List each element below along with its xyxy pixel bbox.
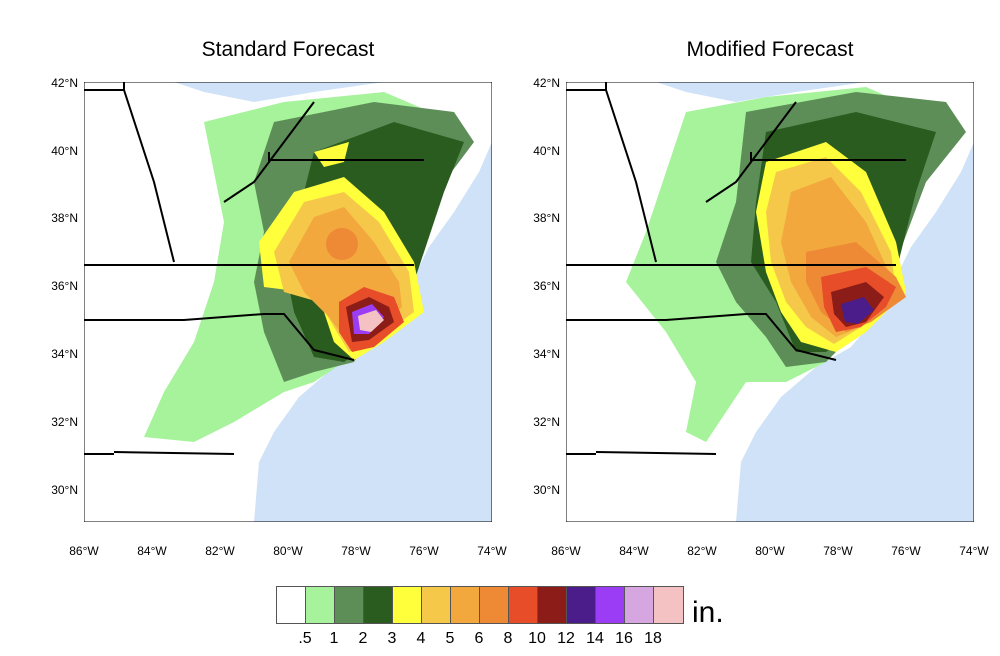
colorbar-label: 4 [416,630,426,647]
lat-label: 42°N [533,76,560,90]
modified-forecast-map [566,82,974,522]
lat-label: 36°N [533,279,560,293]
colorbar-label: 14 [586,630,604,647]
lon-label: 82°W [205,544,235,558]
colorbar-label: 5 [445,630,455,647]
lat-label: 34°N [51,347,78,361]
lon-label: 78°W [341,544,371,558]
colorbar-label: 3 [387,630,397,647]
colorbar-swatch [277,587,306,623]
lat-label: 40°N [533,144,560,158]
colorbar-swatch [306,587,335,623]
colorbar-label: 1 [329,630,339,647]
lon-label: 78°W [823,544,853,558]
lat-label: 32°N [533,415,560,429]
lon-label: 74°W [477,544,507,558]
colorbar-swatch [393,587,422,623]
colorbar-label: 18 [644,630,662,647]
state-borders [566,82,906,455]
rain-max-18in [358,310,384,332]
lat-label: 32°N [51,415,78,429]
colorbar-swatch [509,587,538,623]
colorbar-swatch [451,587,480,623]
state-borders [84,82,424,455]
lon-label: 84°W [619,544,649,558]
standard-forecast-map [84,82,492,522]
lat-label: 34°N [533,347,560,361]
colorbar-label: 12 [557,630,575,647]
colorbar-swatch [625,587,654,623]
lat-label: 36°N [51,279,78,293]
lat-label: 38°N [51,211,78,225]
colorbar-label: 2 [358,630,368,647]
colorbar-swatch [654,587,683,623]
colorbar-label: .5 [298,630,312,647]
lon-label: 86°W [69,544,99,558]
lon-label: 76°W [409,544,439,558]
lon-label: 84°W [137,544,167,558]
colorbar-label: 8 [503,630,513,647]
lat-label: 30°N [533,483,560,497]
colorbar-swatch [538,587,567,623]
lon-label: 76°W [891,544,921,558]
lat-label: 42°N [51,76,78,90]
rain-max-14in [841,297,874,324]
lat-label: 30°N [51,483,78,497]
colorbar [276,586,684,624]
lat-label: 40°N [51,144,78,158]
lon-label: 74°W [959,544,989,558]
units-label: in. [692,596,724,629]
lon-label: 82°W [687,544,717,558]
lon-label: 86°W [551,544,581,558]
colorbar-swatch [335,587,364,623]
colorbar-label: 16 [615,630,633,647]
colorbar-swatch [596,587,625,623]
right-panel-title: Modified Forecast [686,38,854,61]
colorbar-swatch [364,587,393,623]
colorbar-label: 10 [528,630,546,647]
left-panel-title: Standard Forecast [201,38,375,61]
lon-label: 80°W [755,544,785,558]
lon-label: 80°W [273,544,303,558]
lat-label: 38°N [533,211,560,225]
rain-max-8in-inland [326,228,358,260]
colorbar-swatch [567,587,596,623]
colorbar-label: 6 [474,630,484,647]
colorbar-swatch [480,587,509,623]
colorbar-swatch [422,587,451,623]
